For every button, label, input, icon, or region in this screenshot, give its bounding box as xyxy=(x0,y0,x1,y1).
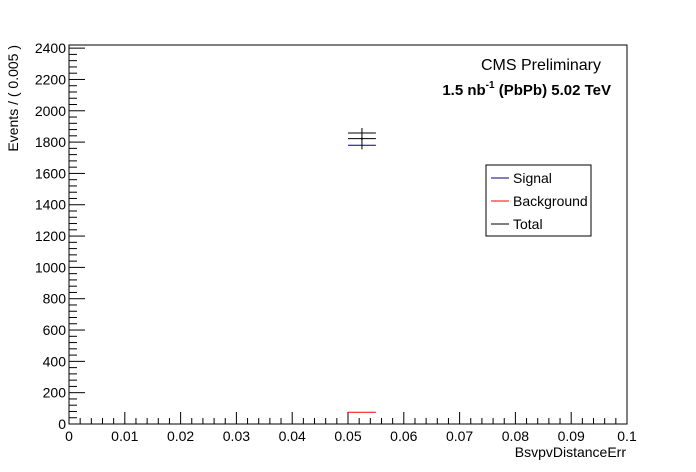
y-tick-label: 1200 xyxy=(35,228,66,244)
data-points xyxy=(348,128,376,150)
x-tick-label: 0.1 xyxy=(617,428,637,444)
y-tick-label: 0 xyxy=(58,416,66,432)
x-tick-label: 0.09 xyxy=(558,428,585,444)
x-tick-label: 0.08 xyxy=(502,428,529,444)
y-tick-label: 2200 xyxy=(35,71,66,87)
legend: Signal Background Total xyxy=(485,164,592,237)
y-tick-label: 1600 xyxy=(35,165,66,181)
x-axis: 0 0.01 0.02 0.03 0.04 0.05 0.06 0.07 0.08 0.09 0.1 xyxy=(65,412,637,444)
y-axis: 0 200 400 600 800 1000 1200 1400 1600 1800 2000 220… xyxy=(35,40,85,432)
y-tick-label: 1000 xyxy=(35,259,66,275)
x-tick-label: 0.01 xyxy=(111,428,138,444)
y-tick-label: 1400 xyxy=(35,197,66,213)
legend-label-signal: Signal xyxy=(513,170,552,186)
y-tick-label: 2400 xyxy=(35,40,66,56)
data-point xyxy=(360,137,363,140)
x-tick-label: 0.04 xyxy=(279,428,306,444)
x-axis-title: BsvpvDistanceErr xyxy=(515,444,627,460)
lumi-exponent: -1 xyxy=(486,80,495,91)
y-tick-label: 400 xyxy=(43,353,67,369)
y-axis-title: Events / ( 0.005 ) xyxy=(5,45,21,152)
y-tick-label: 600 xyxy=(43,322,67,338)
cms-label: CMS Preliminary xyxy=(481,57,601,74)
y-tick-label: 2000 xyxy=(35,103,66,119)
y-tick-label: 200 xyxy=(43,385,67,401)
luminosity-label: 1.5 nb-1 (PbPb) 5.02 TeV xyxy=(442,80,611,99)
x-tick-label: 0.05 xyxy=(334,428,361,444)
series-layer xyxy=(348,132,376,413)
x-tick-label: 0.06 xyxy=(390,428,417,444)
lumi-value: 1.5 nb xyxy=(442,82,485,99)
lumi-rest: (PbPb) 5.02 TeV xyxy=(495,82,611,99)
legend-label-total: Total xyxy=(513,216,543,232)
x-tick-label: 0.07 xyxy=(446,428,473,444)
x-tick-label: 0 xyxy=(65,428,73,444)
y-tick-label: 1800 xyxy=(35,134,66,150)
x-tick-label: 0.02 xyxy=(167,428,194,444)
x-tick-label: 0.03 xyxy=(223,428,250,444)
y-tick-label: 800 xyxy=(43,291,67,307)
legend-label-background: Background xyxy=(513,193,588,209)
